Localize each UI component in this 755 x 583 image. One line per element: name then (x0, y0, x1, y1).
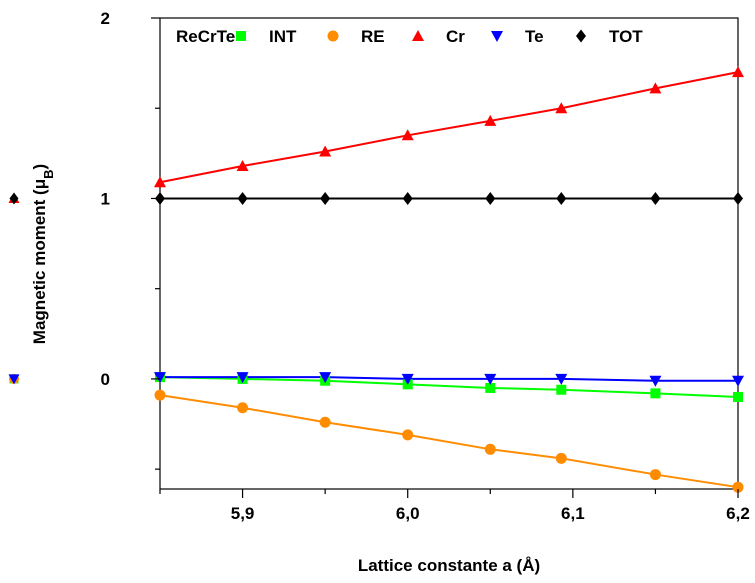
data-point-re (154, 389, 166, 401)
x-tick-label: 5,9 (231, 504, 255, 523)
data-point-int (485, 382, 496, 393)
series-line-int (159, 376, 739, 398)
data-point-int (556, 384, 567, 395)
data-point-cr (236, 159, 249, 171)
data-point-cr (319, 145, 332, 157)
y-axis: 0 1 2 (101, 9, 160, 470)
series-line-cr (159, 71, 739, 184)
legend-label-int: INT (269, 27, 297, 46)
data-point-te (401, 373, 414, 385)
legend-title: ReCrTe (176, 27, 235, 46)
data-point-tot (650, 191, 661, 205)
data-point-re (555, 452, 567, 464)
data-point-te (484, 373, 497, 385)
data-point-cr (484, 114, 497, 126)
legend-marker-tot (576, 29, 586, 43)
x-tick-label: 6,0 (396, 504, 420, 523)
x-axis-title: Lattice constante a (Å) (358, 556, 540, 575)
legend: ReCrTe INT RE Cr Te TOT (176, 27, 643, 46)
legend-marker-re (327, 30, 339, 42)
legend-label-cr: Cr (446, 27, 465, 46)
series-line-re (159, 394, 739, 489)
data-point-te (154, 372, 166, 384)
data-point-te (649, 375, 662, 387)
data-point-tot (402, 191, 413, 205)
edge-marker-te (8, 374, 20, 385)
y-axis-title-close: ) (30, 164, 49, 170)
data-point-te (555, 373, 568, 385)
series-markers (154, 66, 744, 493)
y-tick-label: 0 (101, 370, 110, 389)
y-axis-title-main: Magnetic moment (μ (30, 179, 49, 344)
edge-markers (8, 192, 20, 385)
data-point-re (484, 443, 496, 455)
data-point-tot (556, 191, 567, 205)
data-point-int (650, 388, 661, 399)
y-axis-title: Magnetic moment (μB) (30, 164, 56, 344)
x-tick-label: 6,1 (561, 504, 585, 523)
data-point-cr (649, 82, 662, 94)
data-point-te (319, 372, 332, 384)
data-point-tot (237, 191, 248, 205)
data-point-re (237, 402, 249, 414)
data-point-re (402, 429, 414, 441)
data-point-cr (555, 102, 568, 114)
legend-marker-cr (412, 30, 424, 41)
data-point-re (319, 416, 331, 428)
data-point-cr (154, 176, 166, 188)
legend-label-re: RE (361, 27, 385, 46)
y-axis-title-sub: B (41, 169, 56, 178)
legend-marker-int (236, 31, 246, 41)
x-tick-label: 6,2 (726, 504, 750, 523)
data-point-tot (320, 191, 331, 205)
legend-marker-te (491, 31, 503, 42)
edge-marker-tot (9, 192, 19, 205)
data-point-cr (401, 129, 414, 141)
data-point-re (732, 481, 744, 493)
y-tick-label: 2 (101, 9, 110, 28)
y-tick-label: 1 (101, 189, 110, 208)
plot-frame (159, 17, 739, 490)
data-point-te (236, 372, 249, 384)
legend-label-te: Te (525, 27, 544, 46)
series-line-te (160, 376, 738, 382)
legend-label-tot: TOT (609, 27, 643, 46)
data-point-int (733, 391, 743, 402)
data-point-te (732, 375, 744, 387)
data-point-tot (733, 191, 743, 205)
data-point-tot (485, 191, 496, 205)
x-axis: 5,9 6,0 6,1 6,2 (159, 489, 750, 523)
data-point-cr (732, 66, 744, 78)
data-point-re (649, 469, 661, 481)
series-lines (159, 71, 739, 489)
